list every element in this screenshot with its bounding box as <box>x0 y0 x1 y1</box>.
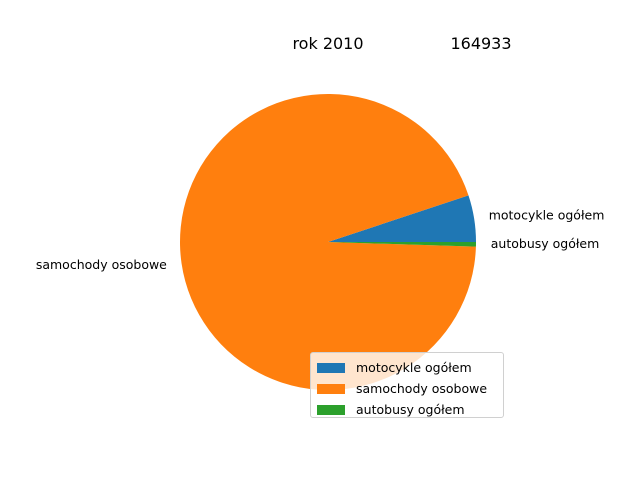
chart-title-year: rok 2010 <box>292 34 363 53</box>
legend-swatch <box>317 362 345 373</box>
slice-label: motocykle ogółem <box>489 208 605 223</box>
chart-legend: motocykle ogółem samochody osobowe autob… <box>310 352 504 418</box>
legend-swatch <box>317 404 345 415</box>
legend-item: autobusy ogółem <box>317 399 503 420</box>
slice-labels: motocykle ogółem samochody osobowe autobus… <box>36 208 605 272</box>
legend-item: samochody osobowe <box>317 378 503 399</box>
legend-swatch <box>317 383 345 394</box>
legend-label: autobusy ogółem <box>356 402 465 417</box>
pie-slice <box>328 242 476 247</box>
pie-slices <box>179 94 476 391</box>
legend-item: motocykle ogółem <box>317 357 503 378</box>
pie-slice <box>179 94 476 391</box>
slice-label: autobusy ogółem <box>491 236 600 251</box>
slice-label: samochody osobowe <box>36 257 167 272</box>
legend-label: samochody osobowe <box>356 381 488 396</box>
pie-slice <box>328 195 476 242</box>
legend-label: motocykle ogółem <box>356 360 472 375</box>
chart-title-total: 164933 <box>450 34 511 53</box>
